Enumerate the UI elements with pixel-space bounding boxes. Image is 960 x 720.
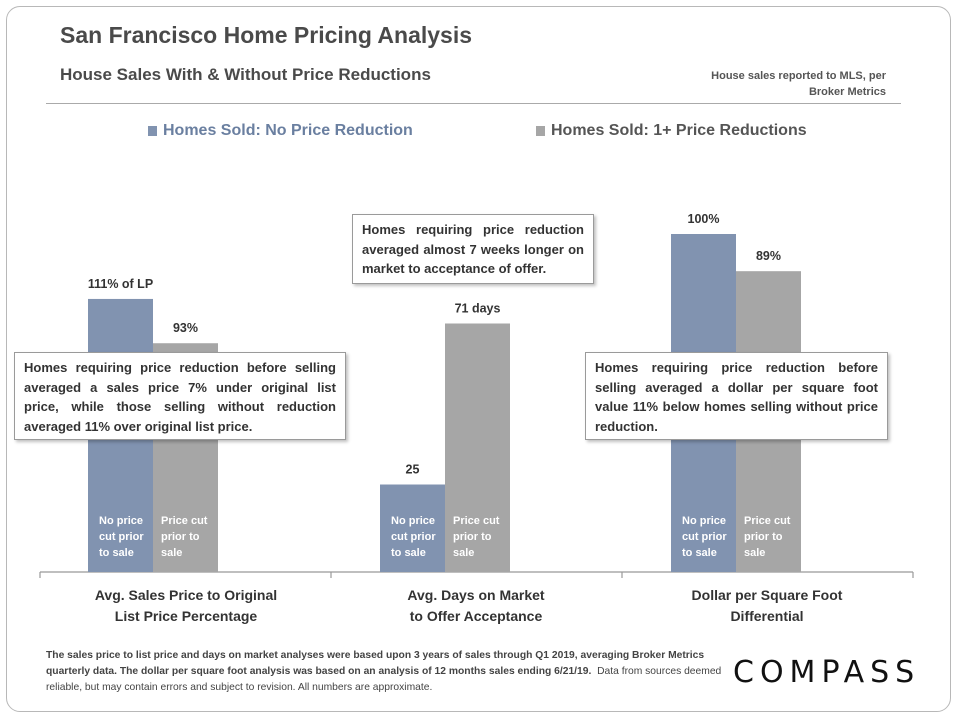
data-label-price-per-sqft-price-reductions: 89% [756,249,781,263]
inbar-label-price-reductions: Price cut [744,515,791,527]
category-label-line: Avg. Sales Price to Original [94,587,278,603]
category-label-sales-price: Avg. Sales Price to Original List Price … [56,585,316,627]
inbar-label-no-reduction: No price [682,515,726,527]
legend-swatch-price-reductions [536,126,545,136]
legend-item-no-reduction: Homes Sold: No Price Reduction [148,122,413,140]
callout-sales-price: Homes requiring price reduction before s… [14,352,346,440]
inbar-label-price-reductions: Price cut [453,515,500,527]
page-title: San Francisco Home Pricing Analysis [60,22,473,48]
inbar-label-no-reduction: cut prior [682,531,727,543]
category-label-line: List Price Percentage [114,608,258,624]
legend-label-no-reduction: Homes Sold: No Price Reduction [163,122,413,139]
data-label-days-on-market-no-reduction: 25 [406,463,420,477]
data-label-days-on-market-price-reductions: 71 days [455,302,501,316]
inbar-label-no-reduction: No price [391,515,435,527]
inbar-label-no-reduction: cut prior [391,531,436,543]
inbar-label-no-reduction: to sale [391,547,426,559]
legend-item-price-reductions: Homes Sold: 1+ Price Reductions [536,122,807,140]
bar-days-on-market-price-reductions [445,323,510,572]
footnote-disclaimer: Data from sources deemed reliable, but m… [46,666,722,693]
data-label-price-per-sqft-no-reduction: 100% [688,212,720,226]
bar-days-on-market-no-reduction [380,484,445,572]
inbar-label-price-reductions: prior to [744,531,783,543]
category-label-price-per-sqft: Dollar per Square Foot Differential [637,585,897,627]
compass-logo: COMPASS [733,655,921,690]
category-label-line: to Offer Acceptance [409,608,543,624]
inbar-label-price-reductions: sale [744,547,765,559]
inbar-label-no-reduction: No price [99,515,143,527]
category-label-line: Dollar per Square Foot [691,587,843,603]
inbar-label-price-reductions: sale [161,547,182,559]
footnote: The sales price to list price and days o… [46,648,736,696]
category-label-line: Avg. Days on Market [407,587,545,603]
source-note: House sales reported to MLS, per Broker … [711,70,886,98]
inbar-label-price-reductions: sale [453,547,474,559]
category-label-days-on-market: Avg. Days on Market to Offer Acceptance [346,585,606,627]
inbar-label-price-reductions: Price cut [161,515,208,527]
inbar-label-no-reduction: to sale [682,547,717,559]
data-label-sales-price-no-reduction: 111% of LP [88,277,153,291]
inbar-label-no-reduction: cut prior [99,531,144,543]
callout-days-on-market: Homes requiring price reduction averaged… [352,214,594,284]
header-divider [46,103,901,104]
callout-price-per-sqft: Homes requiring price reduction before s… [585,352,888,440]
inbar-label-price-reductions: prior to [161,531,200,543]
legend-swatch-no-reduction [148,126,157,136]
inbar-label-no-reduction: to sale [99,547,134,559]
legend-label-price-reductions: Homes Sold: 1+ Price Reductions [551,122,807,139]
category-label-line: Differential [730,608,804,624]
page-subtitle: House Sales With & Without Price Reducti… [60,65,431,84]
footnote-bold: The sales price to list price and days o… [46,650,705,677]
data-label-sales-price-price-reductions: 93% [173,321,198,335]
inbar-label-price-reductions: prior to [453,531,492,543]
